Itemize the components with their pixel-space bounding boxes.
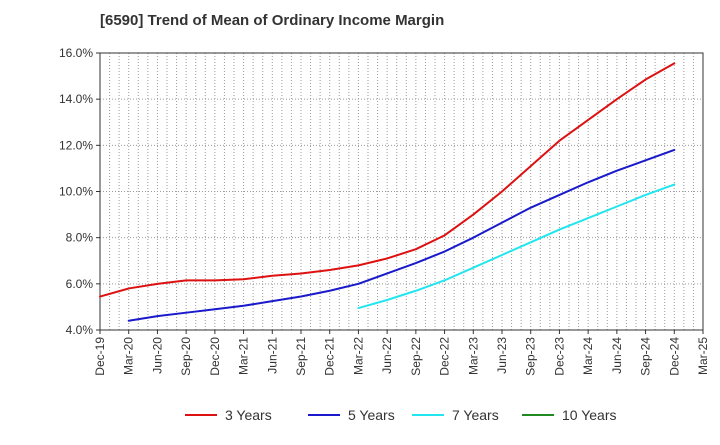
y-tick-label: 10.0% <box>59 185 93 199</box>
x-tick-label: Mar-20 <box>122 337 136 375</box>
legend-label: 5 Years <box>348 407 395 423</box>
x-tick-label: Mar-25 <box>696 337 710 375</box>
series-line-3-years <box>99 62 676 298</box>
x-tick-label: Jun-22 <box>380 337 394 374</box>
legend-label: 10 Years <box>562 407 617 423</box>
y-tick-label: 4.0% <box>66 323 94 337</box>
x-tick-label: Jun-21 <box>265 337 279 374</box>
x-tick-label: Sep-24 <box>639 337 653 376</box>
y-tick-label: 12.0% <box>59 138 93 152</box>
x-tick-label: Dec-24 <box>667 337 681 376</box>
x-tick-label: Jun-24 <box>610 337 624 374</box>
plot-area <box>100 53 703 330</box>
series-line-7-years <box>357 183 676 310</box>
x-tick-label: Sep-21 <box>294 337 308 376</box>
x-tick-label: Dec-22 <box>438 337 452 376</box>
x-tick-label: Dec-21 <box>323 337 337 376</box>
x-tick-label: Jun-23 <box>495 337 509 374</box>
chart-title: [6590] Trend of Mean of Ordinary Income … <box>100 12 445 29</box>
y-tick-label: 16.0% <box>59 46 93 60</box>
x-tick-label: Dec-20 <box>208 337 222 376</box>
y-tick-label: 8.0% <box>66 231 94 245</box>
x-tick-label: Dec-19 <box>93 337 107 376</box>
y-tick-label: 14.0% <box>59 92 93 106</box>
x-tick-label: Sep-20 <box>179 337 193 376</box>
x-tick-label: Jun-20 <box>150 337 164 374</box>
x-tick-label: Mar-22 <box>351 337 365 375</box>
x-tick-label: Mar-21 <box>237 337 251 375</box>
x-tick-label: Mar-23 <box>466 337 480 375</box>
legend-label: 3 Years <box>225 407 272 423</box>
y-tick-label: 6.0% <box>66 277 94 291</box>
legend-label: 7 Years <box>452 407 499 423</box>
series-line-5-years <box>127 148 676 322</box>
x-tick-label: Dec-23 <box>552 337 566 376</box>
x-tick-label: Mar-24 <box>581 337 595 375</box>
x-tick-label: Sep-23 <box>524 337 538 376</box>
x-tick-label: Sep-22 <box>409 337 423 376</box>
